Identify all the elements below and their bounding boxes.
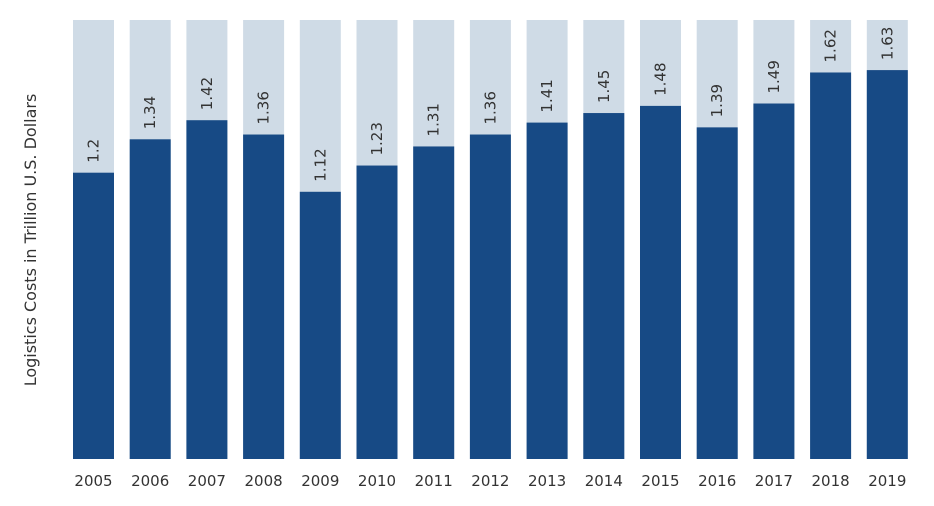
x-tick-label-2019: 2019 [868, 472, 906, 490]
x-tick-label-2013: 2013 [528, 472, 566, 490]
bar-2008 [243, 134, 285, 460]
bar-2015 [640, 105, 681, 460]
bars [73, 70, 908, 460]
value-label-2011: 1.31 [425, 103, 443, 136]
x-tick-label-2010: 2010 [358, 472, 396, 490]
value-label-2018: 1.62 [822, 29, 840, 62]
bar-2013 [526, 122, 568, 459]
x-tick-label-2007: 2007 [188, 472, 226, 490]
x-tick-label-2018: 2018 [812, 472, 850, 490]
x-tick-label-2008: 2008 [245, 472, 283, 490]
bar-2017 [753, 103, 795, 459]
bar-2012 [469, 134, 511, 460]
x-tick-label-2012: 2012 [471, 472, 509, 490]
bar-2005 [73, 172, 114, 459]
value-label-2009: 1.12 [311, 148, 329, 181]
value-label-2010: 1.23 [368, 122, 386, 155]
value-labels: 1.2 1.34 1.42 1.36 1.12 1.23 1.31 1.36 1.41 1.45 1… [85, 27, 897, 182]
bar-2019 [866, 70, 908, 459]
bar-2010 [356, 165, 398, 460]
x-tick-label-2005: 2005 [74, 472, 112, 490]
value-label-2006: 1.34 [141, 96, 159, 129]
value-label-2013: 1.41 [538, 79, 556, 112]
x-tick-label-2006: 2006 [131, 472, 169, 490]
bar-2011 [413, 146, 455, 459]
x-tick-label-2009: 2009 [301, 472, 339, 490]
value-label-2019: 1.63 [878, 27, 896, 60]
value-label-2008: 1.36 [255, 91, 273, 124]
value-label-2015: 1.48 [652, 62, 670, 95]
x-tick-label-2011: 2011 [415, 472, 453, 490]
value-label-2005: 1.2 [85, 139, 103, 163]
x-tick-label-2014: 2014 [585, 472, 623, 490]
bar-2014 [583, 113, 625, 459]
y-axis-title: Logistics Costs in Trillion U.S. Dollars [21, 94, 40, 387]
value-label-2016: 1.39 [708, 84, 726, 117]
bar-2016 [696, 127, 738, 459]
bar-2007 [186, 120, 228, 460]
x-tick-labels: 2005 2006 2007 2008 2009 2010 2011 2012 2013 2014… [74, 472, 906, 490]
x-tick-label-2017: 2017 [755, 472, 793, 490]
x-tick-label-2016: 2016 [698, 472, 736, 490]
x-tick-label-2015: 2015 [641, 472, 679, 490]
value-label-2012: 1.36 [481, 91, 499, 124]
value-label-2007: 1.42 [198, 77, 216, 110]
value-label-2014: 1.45 [595, 70, 613, 103]
bar-2018 [810, 72, 852, 459]
bar-2006 [129, 139, 171, 460]
value-label-2017: 1.49 [765, 60, 783, 93]
bar-2009 [299, 191, 341, 460]
